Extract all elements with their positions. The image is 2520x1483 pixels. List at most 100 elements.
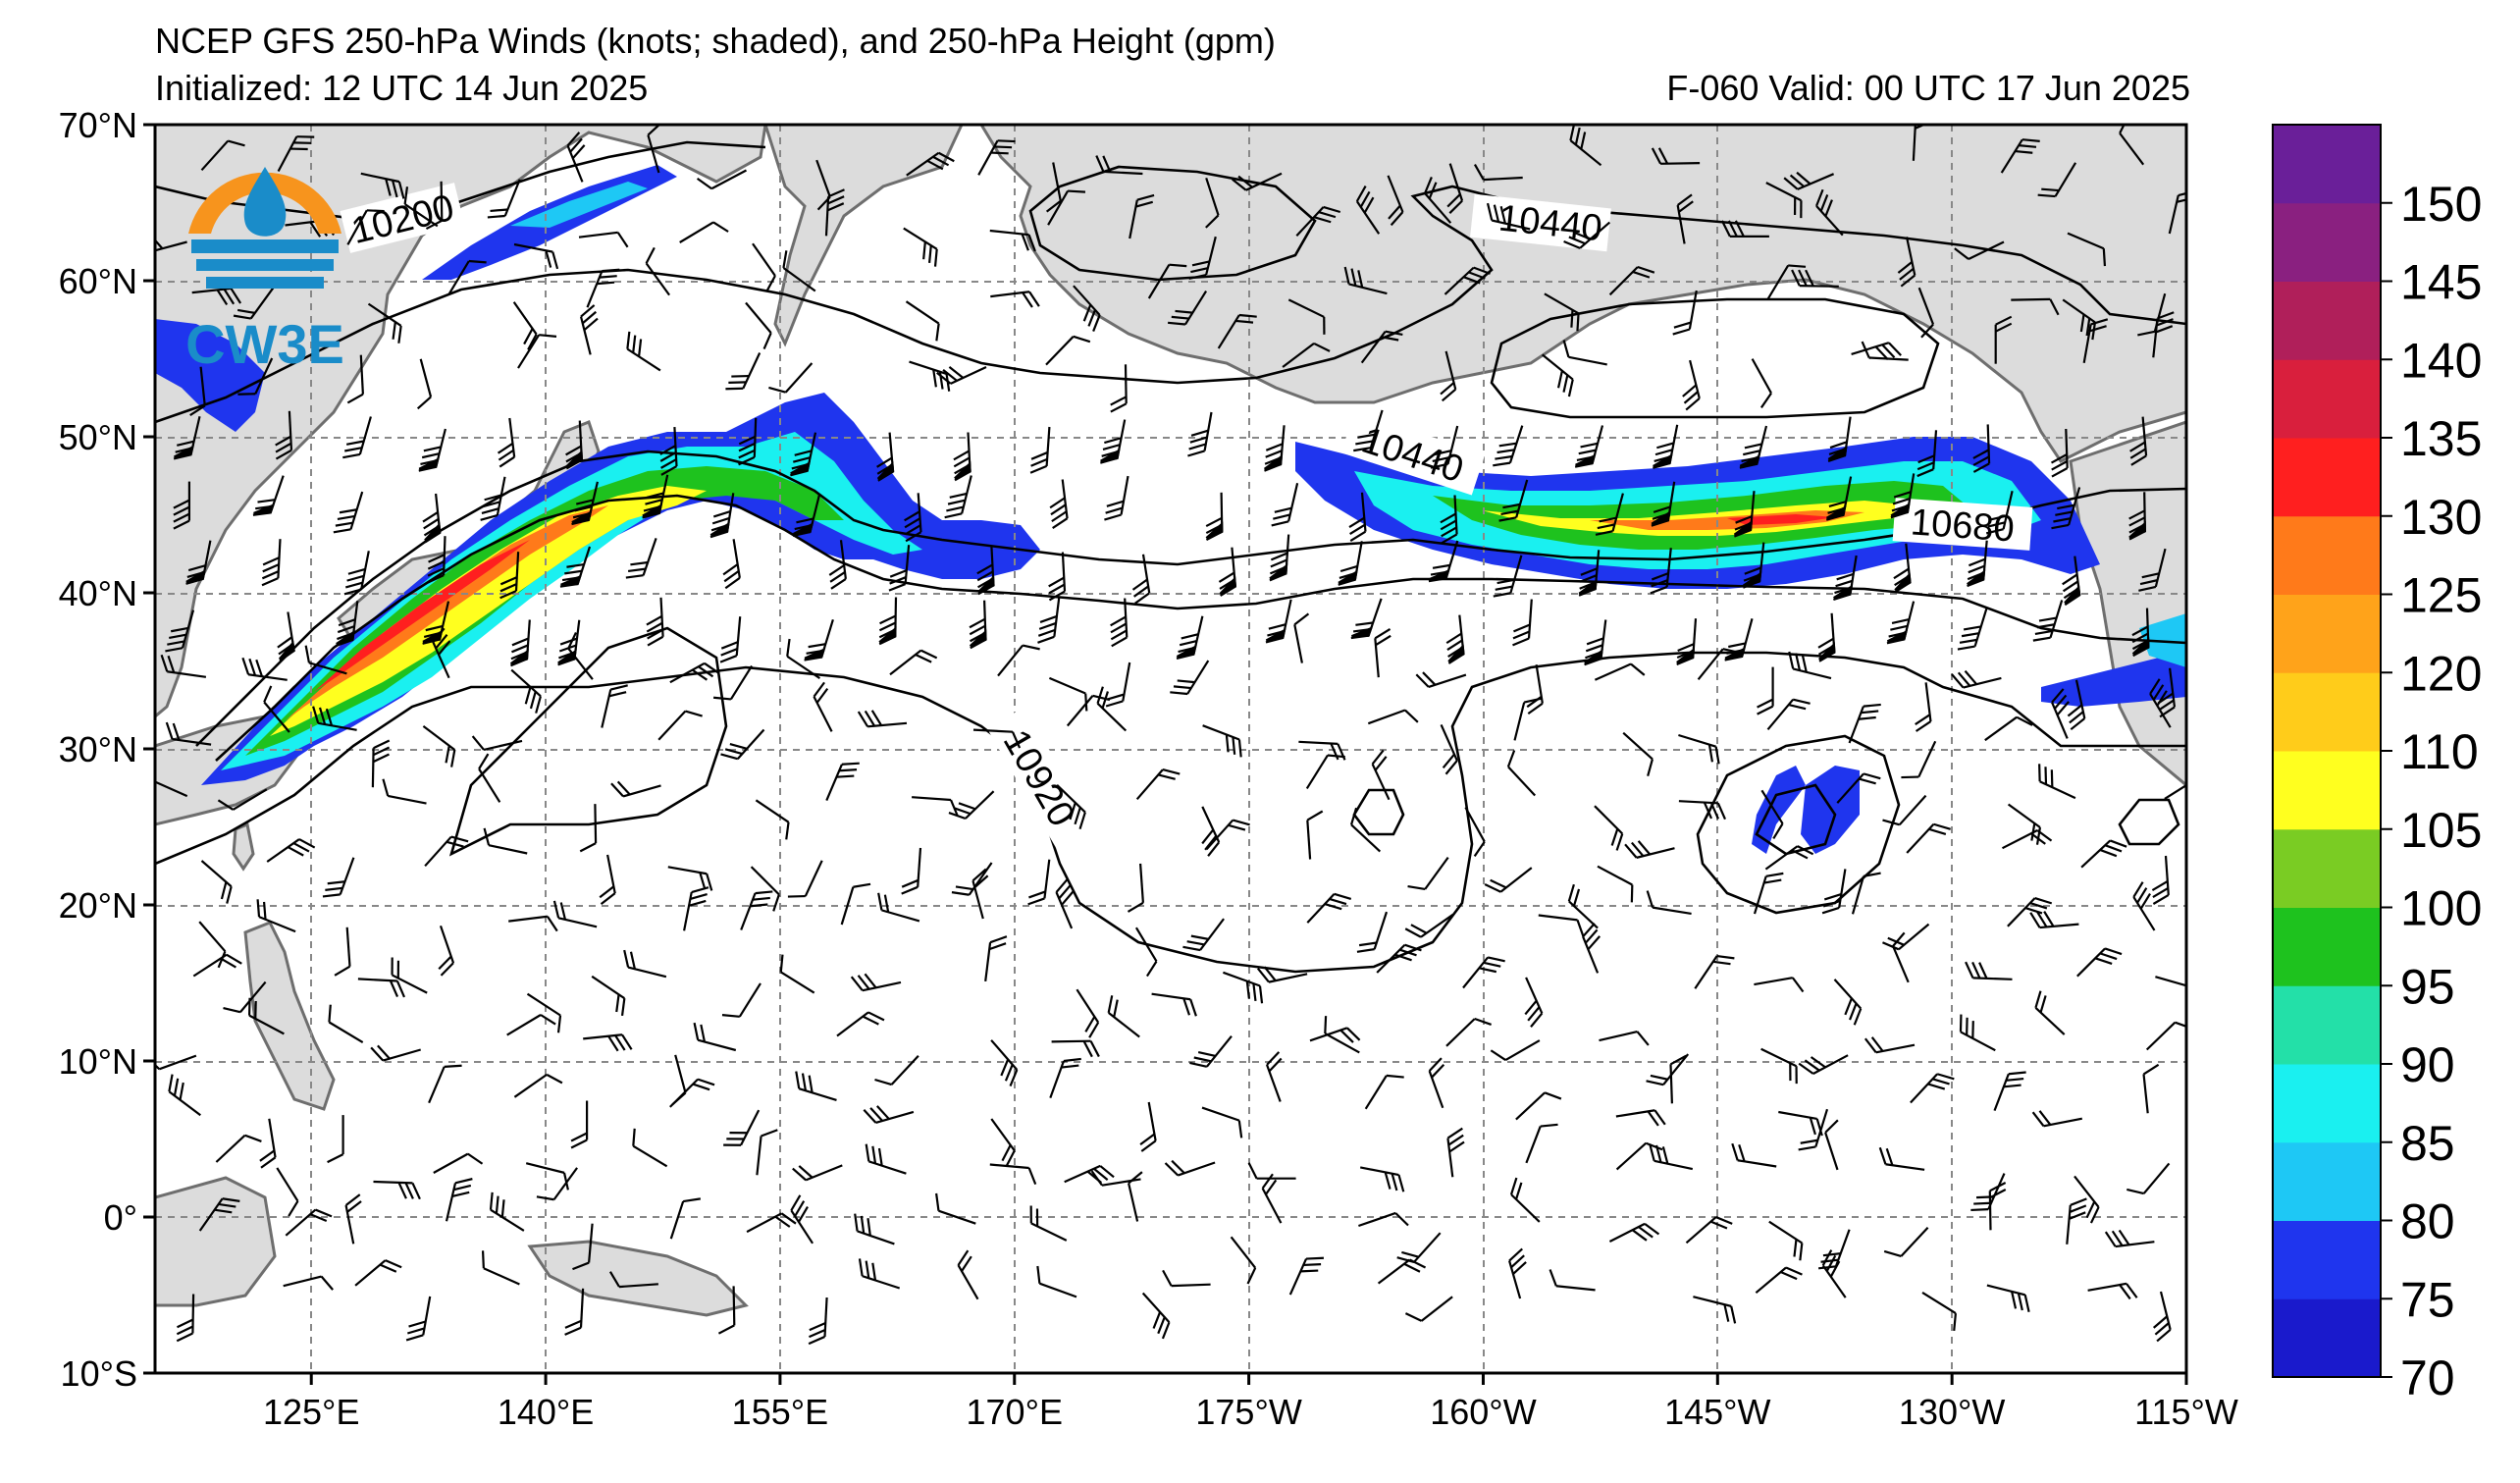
wind-barb [266, 838, 316, 863]
wind-barb [373, 1180, 421, 1200]
wind-barb [1440, 495, 1458, 545]
wind-barb [857, 710, 908, 728]
colorbar-label: 150 [2400, 177, 2482, 232]
wind-barb [1562, 340, 1607, 366]
wind-barb [1269, 534, 1290, 582]
wind-barb [1261, 1173, 1283, 1224]
lat-tick-label: 60°N [59, 261, 137, 301]
wind-barb [1306, 810, 1324, 860]
wind-barb [1353, 409, 1384, 452]
wind-barb [1182, 918, 1225, 952]
contour-10920 [155, 651, 2186, 974]
wind-barb [1170, 660, 1210, 696]
wind-barb [1036, 1265, 1077, 1298]
land-alaska [979, 125, 2186, 463]
wind-barb [1056, 784, 1086, 829]
wind-barb [1230, 1236, 1257, 1285]
colorbar-segment [2273, 1141, 2381, 1221]
wind-barb [428, 1064, 462, 1104]
wind-barb [1972, 424, 1991, 473]
colorbar-segment [2273, 985, 2381, 1065]
wind-barb [863, 1105, 915, 1124]
wind-barb [1765, 182, 1803, 219]
colorbar-segment [2273, 202, 2381, 282]
wind-barbs [155, 125, 2186, 1346]
wind-barb [865, 1143, 907, 1175]
wind-barb [1407, 856, 1449, 891]
wind-barb [1890, 473, 1916, 519]
wind-barb [1957, 608, 1988, 651]
wind-barb [1821, 1249, 1847, 1298]
contour-10680 [195, 450, 2186, 747]
wind-barb [1861, 341, 1909, 361]
wind-barb [509, 619, 531, 667]
wind-barb [2087, 1282, 2138, 1300]
wind-barb [198, 1197, 240, 1232]
wind-barb [1697, 648, 1741, 680]
wind-barb [1818, 1229, 1851, 1270]
wind-barb [237, 357, 274, 396]
lat-tick-label: 40°N [59, 573, 137, 613]
contour-10680-b [215, 494, 2186, 762]
wind-barb [874, 1055, 919, 1086]
wind-barb [405, 1296, 432, 1342]
wind-barb [1766, 264, 1807, 300]
wind-barb [223, 980, 267, 1014]
wind-barb [1778, 1110, 1823, 1137]
wind-barb [1045, 162, 1062, 213]
wind-barb [256, 899, 296, 933]
wind-barb [1755, 1266, 1803, 1295]
colorbar: 70 75 80 85 90 95 100 105 110 120 125 130 135 140 145 1… [2272, 124, 2482, 1405]
wind-barb [1833, 979, 1863, 1026]
lon-tick-label: 170°E [967, 1392, 1063, 1432]
wind-barb [433, 1152, 484, 1174]
wind-barb [2002, 829, 2053, 850]
wind-barb [969, 600, 987, 650]
wind-barb [1788, 651, 1832, 680]
wind-barb [261, 539, 282, 587]
colorbar-segment [2273, 515, 2381, 595]
wind-barb [1878, 1146, 1925, 1171]
wind-barb [1892, 931, 1910, 983]
wind-barb [1733, 491, 1756, 538]
wind-barb [1506, 750, 1537, 797]
wind-barb [583, 1033, 633, 1052]
wind-barb [1508, 1247, 1527, 1299]
wind-barb [1651, 481, 1676, 527]
wind-barb [1232, 172, 1283, 191]
wind-barb [1440, 723, 1458, 775]
wind-barb [825, 762, 860, 802]
wind-barb [1484, 867, 1533, 893]
wind-barb [173, 481, 190, 530]
wind-barb [559, 546, 592, 588]
wind-barb [1128, 1171, 1143, 1222]
wind-barb [1910, 1073, 1955, 1104]
wind-barb [1815, 188, 1844, 237]
wind-barb [792, 1164, 843, 1182]
wind-barb [720, 728, 765, 761]
wind-barb [277, 135, 315, 173]
wind-barb [2164, 776, 2186, 800]
wind-barb [1515, 1091, 1562, 1121]
wind-barb [1549, 1269, 1596, 1292]
wind-barb [1462, 956, 1505, 989]
wind-barb [403, 186, 439, 228]
wind-barb [424, 835, 469, 868]
wind-barb [1486, 202, 1531, 231]
wind-barb [768, 362, 814, 394]
wind-barb [1356, 911, 1389, 953]
wind-barb [712, 664, 754, 701]
colorbar-segment [2273, 1298, 2381, 1378]
colorbar-segment [2273, 1220, 2381, 1299]
wind-barb [1064, 1164, 1115, 1184]
wind-barb [283, 1275, 334, 1291]
wind-barb [1524, 977, 1544, 1028]
wind-barb [1906, 822, 1951, 854]
wind-barb [176, 1294, 195, 1343]
wind-barb [1827, 416, 1852, 462]
wind-barb [1651, 147, 1701, 165]
lon-tick-label: 115°W [2134, 1392, 2238, 1432]
wind-barb [1349, 807, 1382, 853]
wind-barb [1404, 913, 1454, 938]
wind-barb [693, 1022, 737, 1052]
